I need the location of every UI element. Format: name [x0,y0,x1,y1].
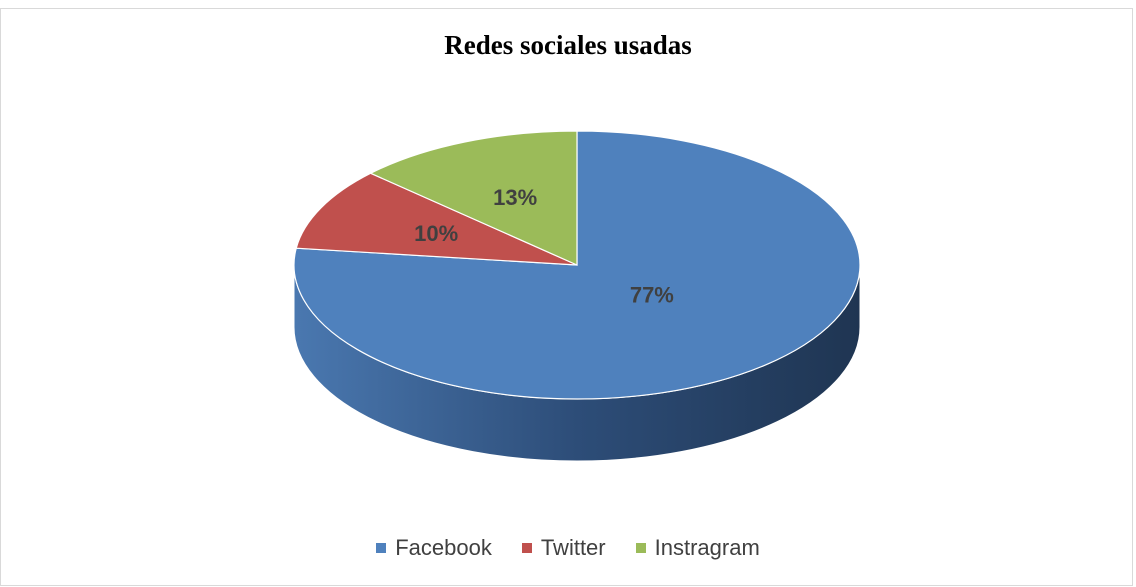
legend-label-instragram: Instragram [654,535,760,560]
legend-item-twitter: Twitter [521,535,606,561]
legend-swatch-twitter [521,543,532,553]
legend-item-facebook: Facebook [376,535,492,561]
pie-slices [293,130,861,400]
legend-swatch-instragram [635,543,646,553]
pie-slice-twitter [295,172,578,266]
legend-item-instragram: Instragram [635,535,760,561]
legend-swatch-facebook [376,543,387,553]
data-label-facebook: 77% [630,283,674,308]
data-label-instragram: 13% [493,185,537,210]
legend-label-facebook: Facebook [395,535,492,560]
legend-label-twitter: Twitter [540,535,606,560]
pie-labels: 77% 10% 13% [414,185,674,308]
pie-slice-instragram [369,130,578,266]
data-label-twitter: 10% [414,221,458,246]
legend: Facebook Twitter Instragram [0,535,1136,561]
chart-title: Redes sociales usadas [444,30,692,60]
